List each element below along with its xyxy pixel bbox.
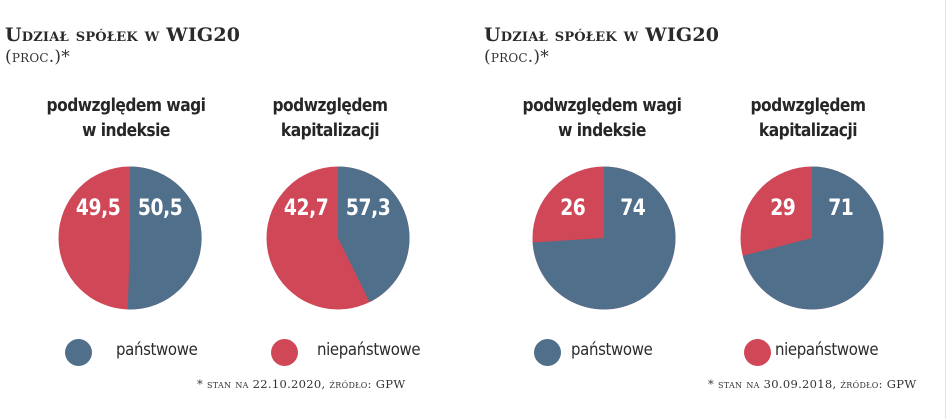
state-slice bbox=[127, 166, 202, 310]
heading-line-1: podwzględem wagi bbox=[46, 95, 206, 116]
heading-line-1: podwzględem bbox=[750, 95, 866, 116]
state-slice bbox=[742, 166, 884, 310]
panel-border bbox=[945, 0, 946, 419]
state-value-label: 74 bbox=[620, 196, 646, 221]
legend-nonstate-label: niepaństwowe bbox=[775, 340, 879, 360]
pie-heading-weight: podwzględem wagi w indeksie bbox=[36, 93, 217, 143]
pie-svg bbox=[740, 166, 884, 310]
heading-line-2: w indeksie bbox=[558, 120, 646, 141]
heading-line-1: podwzględem bbox=[272, 95, 388, 116]
legend-nonstate-swatch bbox=[271, 339, 298, 366]
legend-nonstate-swatch bbox=[744, 339, 771, 366]
nonstate-value-label: 26 bbox=[560, 196, 586, 221]
source-footnote: * stan na 30.09.2018, źródło: GPW bbox=[708, 377, 917, 391]
state-value-label: 57,3 bbox=[345, 196, 391, 221]
nonstate-value-label: 42,7 bbox=[283, 196, 329, 221]
legend-state-swatch bbox=[534, 339, 561, 366]
pie-chart-weight: 26 74 bbox=[532, 166, 676, 310]
pie-chart-weight: 49,5 50,5 bbox=[58, 166, 202, 310]
legend-nonstate-label: niepaństwowe bbox=[317, 340, 421, 360]
state-slice bbox=[338, 166, 410, 303]
pie-heading-capitalization: podwzględem kapitalizacji bbox=[240, 93, 421, 143]
pie-heading-capitalization: podwzględem kapitalizacji bbox=[718, 93, 899, 143]
source-footnote: * stan na 22.10.2020, źródło: GPW bbox=[197, 377, 406, 391]
nonstate-value-label: 49,5 bbox=[75, 196, 121, 221]
panel-2018: Udział spółek w WIG20 (proc.)* podwzględ… bbox=[474, 0, 948, 419]
heading-line-2: kapitalizacji bbox=[280, 120, 380, 141]
nonstate-value-label: 29 bbox=[770, 196, 796, 221]
title-line: Udział spółek w WIG20 bbox=[5, 24, 241, 46]
pie-heading-weight: podwzględem wagi w indeksie bbox=[512, 93, 693, 143]
heading-line-2: kapitalizacji bbox=[758, 120, 858, 141]
pie-chart-capitalization: 42,7 57,3 bbox=[266, 166, 410, 310]
legend-state-swatch bbox=[65, 339, 92, 366]
heading-line-2: w indeksie bbox=[82, 120, 170, 141]
pie-chart-capitalization: 29 71 bbox=[740, 166, 884, 310]
pie-svg bbox=[58, 166, 202, 310]
pie-svg bbox=[532, 166, 676, 310]
heading-line-1: podwzględem wagi bbox=[522, 95, 682, 116]
state-value-label: 71 bbox=[828, 196, 854, 221]
panel-2020: Udział spółek w WIG20 (proc.)* podwzględ… bbox=[5, 24, 421, 391]
title-unit: (proc.)* bbox=[484, 47, 549, 67]
state-slice bbox=[532, 166, 676, 310]
legend-state-label: państwowe bbox=[116, 340, 198, 360]
legend-state-label: państwowe bbox=[571, 340, 653, 360]
pie-svg bbox=[266, 166, 410, 310]
title-line: Udział spółek w WIG20 bbox=[484, 24, 720, 46]
title-unit: (proc.)* bbox=[5, 47, 70, 67]
state-value-label: 50,5 bbox=[137, 196, 183, 221]
